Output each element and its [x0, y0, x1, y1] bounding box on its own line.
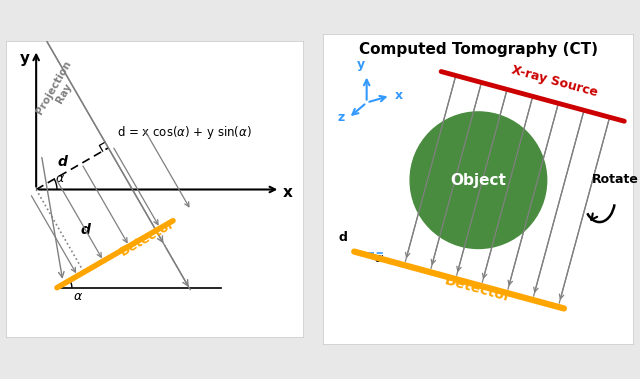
Text: $\alpha$: $\alpha$ — [73, 290, 83, 302]
Text: X-ray Source: X-ray Source — [510, 63, 599, 99]
Text: d: d — [339, 231, 348, 244]
Text: Computed Tomography (CT): Computed Tomography (CT) — [359, 42, 598, 57]
Text: Rotate: Rotate — [591, 173, 639, 186]
FancyBboxPatch shape — [323, 34, 634, 345]
Text: $\alpha$: $\alpha$ — [55, 172, 65, 185]
Text: d: d — [58, 155, 67, 169]
Text: x: x — [283, 185, 293, 200]
Circle shape — [410, 112, 547, 249]
Text: Projection
Ray: Projection Ray — [35, 59, 84, 122]
Text: Object: Object — [451, 173, 506, 188]
Text: Detector: Detector — [118, 217, 177, 258]
Text: z: z — [337, 111, 344, 124]
Text: d: d — [81, 223, 91, 237]
Text: y: y — [20, 51, 30, 66]
Text: Detector: Detector — [443, 274, 513, 305]
Text: y: y — [356, 58, 365, 72]
Text: $\alpha$: $\alpha$ — [374, 252, 385, 265]
FancyBboxPatch shape — [6, 41, 304, 338]
Text: x: x — [395, 89, 403, 102]
Text: d = x cos($\alpha$) + y sin($\alpha$): d = x cos($\alpha$) + y sin($\alpha$) — [118, 124, 252, 141]
